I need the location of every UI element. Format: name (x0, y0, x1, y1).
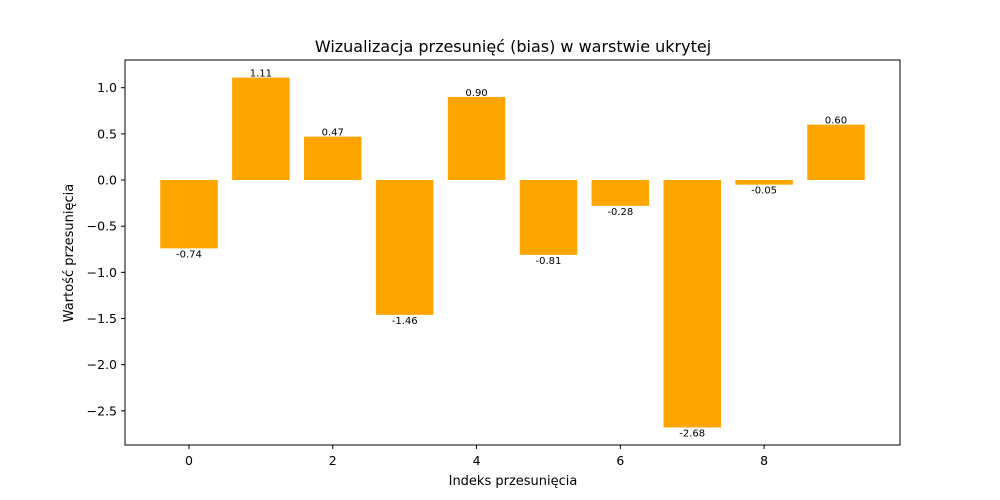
x-tick-label-6: 6 (616, 453, 624, 468)
data-label-0: -0.74 (176, 249, 202, 260)
bar-7 (663, 180, 721, 428)
data-label-4: 0.90 (465, 88, 487, 99)
bar-4 (447, 96, 506, 181)
data-label-9: 0.60 (825, 116, 847, 127)
y-tick-label-3: −0.5 (87, 219, 117, 234)
x-tick-label-4: 4 (473, 453, 481, 468)
data-label-1: 1.11 (250, 69, 272, 80)
bars-layer (160, 77, 865, 428)
y-tick-label-1: 0.5 (97, 126, 117, 141)
y-axis-label: Wartość przesunięcia (62, 184, 77, 322)
chart-title: Wizualizacja przesunięć (bias) w warstwi… (315, 37, 711, 56)
data-label-5: -0.81 (536, 256, 562, 267)
bar-5 (519, 180, 578, 255)
y-tick-label-5: −1.5 (87, 311, 117, 326)
bar-9 (807, 124, 865, 181)
data-labels-layer: -0.74 1.11 0.47 -1.46 0.90 -0.81 -0.28 -2.68 -0.… (176, 69, 847, 440)
bar-8 (735, 180, 793, 185)
bar-1 (232, 77, 290, 181)
x-tick-label-2: 2 (329, 453, 337, 468)
y-tick-label-6: −2.0 (87, 357, 117, 372)
data-label-8: -0.05 (751, 186, 777, 197)
x-axis: 0 2 4 6 8 (185, 445, 768, 468)
y-tick-label-4: −1.0 (87, 265, 117, 280)
data-label-7: -2.68 (679, 428, 705, 439)
data-label-2: 0.47 (322, 128, 344, 139)
x-tick-label-8: 8 (760, 453, 768, 468)
plot-frame (124, 59, 901, 446)
x-tick-label-0: 0 (185, 453, 193, 468)
y-tick-label-2: 0.0 (97, 173, 117, 188)
data-label-6: -0.28 (607, 207, 633, 218)
y-tick-label-7: −2.5 (87, 403, 117, 418)
x-axis-label: Indeks przesunięcia (449, 474, 578, 489)
data-label-3: -1.46 (392, 316, 418, 327)
bar-0 (160, 180, 218, 249)
y-axis: 1.0 0.5 0.0 −0.5 −1.0 −1.5 −2.0 −2.5 (87, 80, 125, 418)
bar-2 (304, 136, 362, 181)
bar-6 (591, 180, 650, 206)
y-tick-label-0: 1.0 (97, 80, 117, 95)
bar-3 (375, 180, 434, 315)
